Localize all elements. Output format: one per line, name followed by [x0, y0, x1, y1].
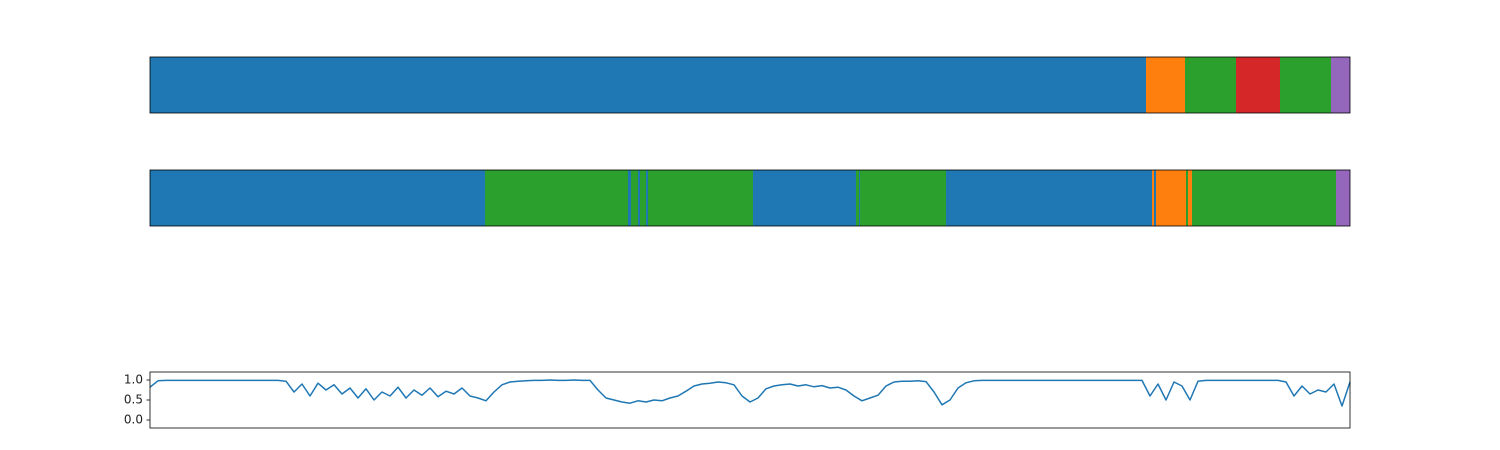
segment: [1192, 170, 1336, 226]
segment: [150, 57, 1146, 113]
segment: [1188, 170, 1192, 226]
axes-frame: [149, 56, 1351, 114]
y-tick-label: 0.5: [124, 393, 143, 407]
axes-frame: [149, 371, 1351, 429]
segment: [1336, 170, 1350, 226]
segment: [638, 170, 640, 226]
segment: [859, 170, 860, 226]
segment: [1146, 57, 1185, 113]
segment: [1331, 57, 1350, 113]
y-tick-label: 1.0: [124, 373, 143, 387]
segment: [1156, 170, 1186, 226]
segment: [1280, 57, 1331, 113]
segment: [1154, 170, 1156, 226]
segment: [646, 170, 648, 226]
segment: [1152, 170, 1154, 226]
segment: [1186, 170, 1188, 226]
segment: [640, 170, 646, 226]
segment: [946, 170, 1152, 226]
segment: [150, 170, 485, 226]
segment: [1236, 57, 1280, 113]
segment: [1185, 57, 1236, 113]
line: [149, 379, 1351, 407]
segment: [860, 170, 946, 226]
axes-frame: [149, 169, 1351, 227]
segment: [753, 170, 856, 226]
y-tick-label: 0.0: [124, 413, 143, 427]
segment: [648, 170, 753, 226]
segment: [631, 170, 638, 226]
segment: [485, 170, 628, 226]
segment: [628, 170, 631, 226]
segment: [856, 170, 859, 226]
